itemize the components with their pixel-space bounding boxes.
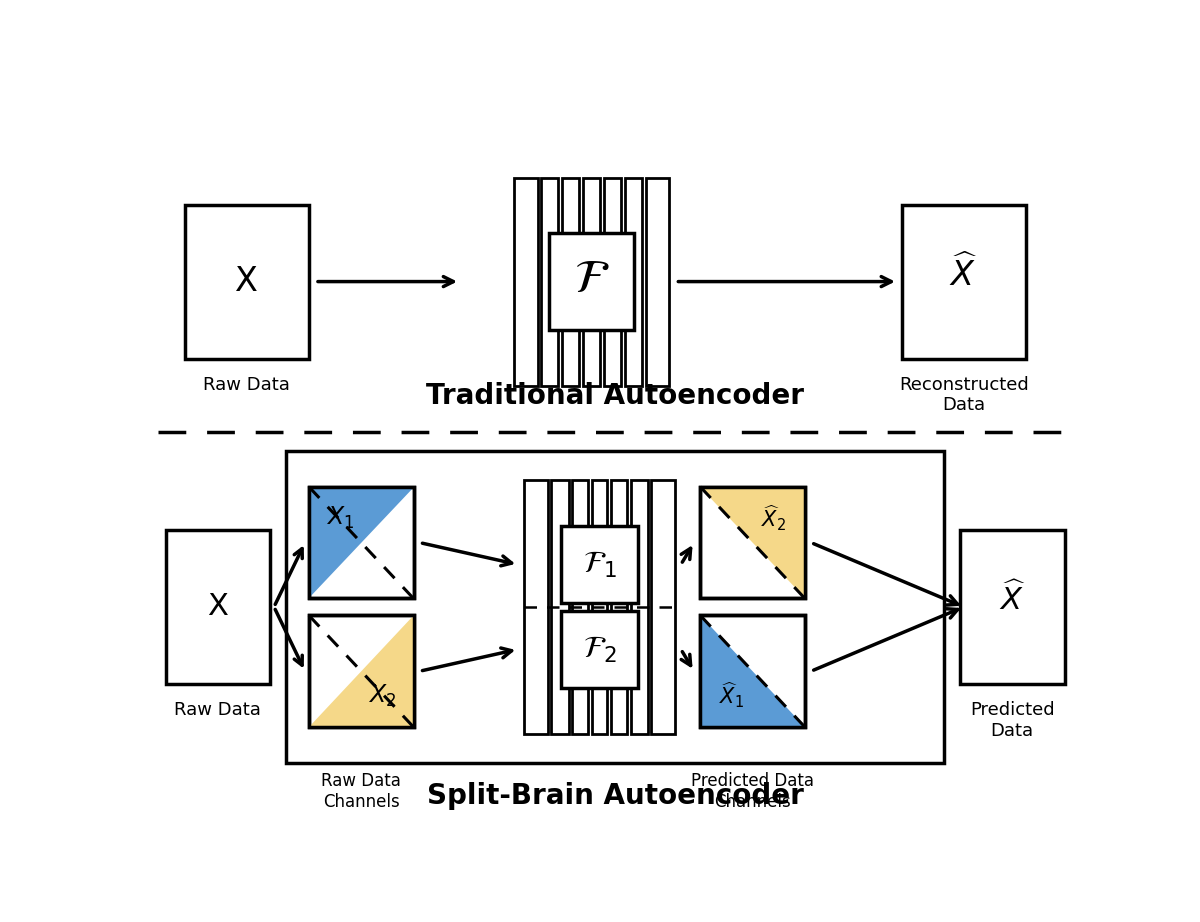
- Bar: [185, 205, 308, 359]
- Text: $\mathcal{F}_1$: $\mathcal{F}_1$: [582, 550, 617, 580]
- Text: Predicted
Data: Predicted Data: [970, 701, 1055, 739]
- Bar: [560, 526, 638, 603]
- Polygon shape: [701, 487, 805, 598]
- Bar: [701, 615, 805, 727]
- Text: Traditional Autoencoder: Traditional Autoencoder: [426, 382, 804, 409]
- Bar: [286, 451, 944, 762]
- Bar: [592, 479, 607, 734]
- Bar: [604, 178, 622, 385]
- Text: $\mathcal{F}$: $\mathcal{F}$: [574, 256, 610, 301]
- Text: Raw Data
Channels: Raw Data Channels: [322, 772, 401, 810]
- Bar: [572, 479, 588, 734]
- Text: $X_1$: $X_1$: [326, 505, 354, 531]
- Bar: [308, 615, 414, 727]
- Text: $X_2$: $X_2$: [368, 682, 396, 709]
- Polygon shape: [308, 487, 414, 598]
- Bar: [625, 178, 642, 385]
- Text: Reconstructed
Data: Reconstructed Data: [899, 375, 1028, 414]
- Text: $\mathcal{F}_2$: $\mathcal{F}_2$: [583, 633, 617, 665]
- Bar: [515, 178, 538, 385]
- Text: $\widehat{X}_1$: $\widehat{X}_1$: [719, 681, 744, 710]
- Bar: [701, 487, 805, 598]
- Bar: [308, 487, 414, 598]
- Bar: [552, 479, 569, 734]
- Bar: [630, 479, 648, 734]
- Bar: [901, 205, 1026, 359]
- Text: Split-Brain Autoencoder: Split-Brain Autoencoder: [426, 782, 804, 810]
- Bar: [646, 178, 670, 385]
- Text: Raw Data: Raw Data: [204, 375, 290, 394]
- Bar: [701, 487, 805, 598]
- Polygon shape: [308, 615, 414, 727]
- Polygon shape: [701, 615, 805, 727]
- Bar: [308, 615, 414, 727]
- Bar: [308, 487, 414, 598]
- Text: $\widehat{X}$: $\widehat{X}$: [998, 582, 1026, 617]
- Text: $\widehat{X}_2$: $\widehat{X}_2$: [761, 503, 786, 533]
- Text: $\widehat{X}$: $\widehat{X}$: [949, 254, 978, 293]
- Text: X: X: [208, 593, 228, 621]
- Bar: [560, 610, 638, 688]
- Text: Raw Data: Raw Data: [174, 701, 262, 719]
- Bar: [524, 479, 547, 734]
- Text: Predicted Data
Channels: Predicted Data Channels: [691, 772, 814, 810]
- Bar: [563, 178, 580, 385]
- Bar: [611, 479, 626, 734]
- Text: X: X: [235, 266, 258, 298]
- Bar: [701, 615, 805, 727]
- Bar: [960, 530, 1064, 684]
- Bar: [166, 530, 270, 684]
- Bar: [541, 178, 558, 385]
- Bar: [583, 178, 600, 385]
- Bar: [652, 479, 674, 734]
- Bar: [550, 233, 635, 330]
